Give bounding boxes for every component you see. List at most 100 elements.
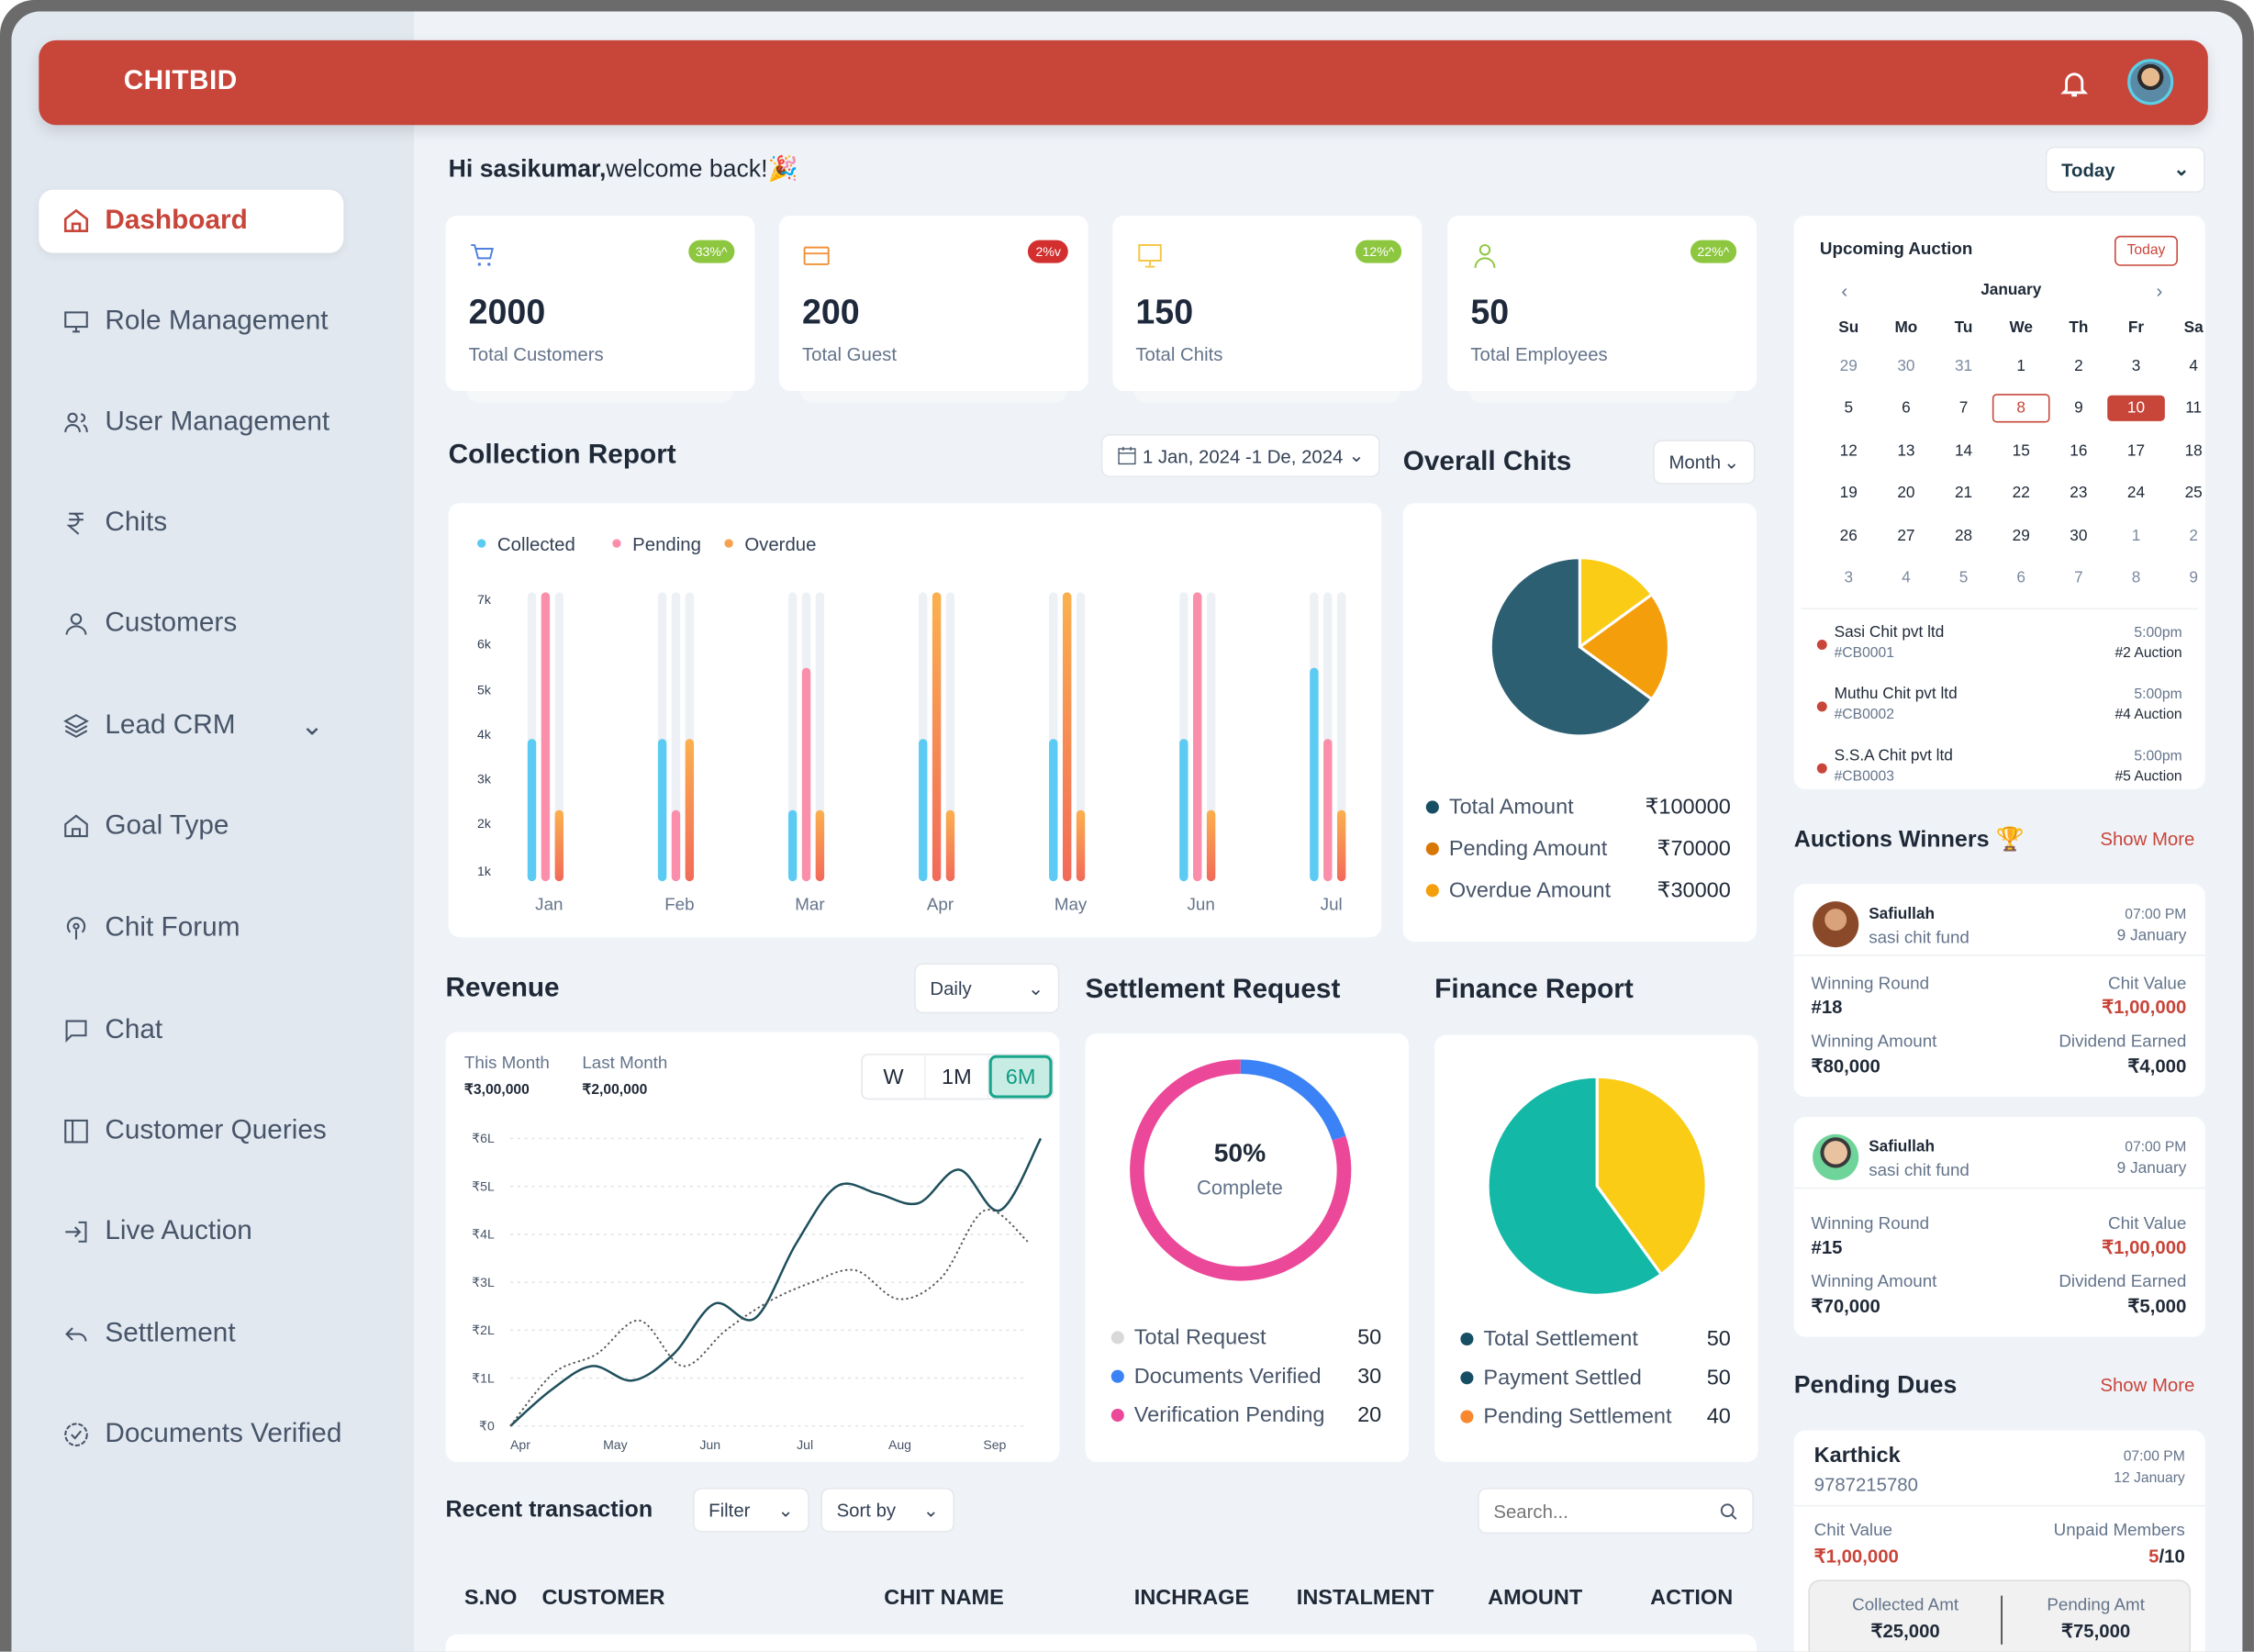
sidebar-item-role-management[interactable]: Role Management xyxy=(39,290,343,353)
date-range-picker[interactable]: 1 Jan, 2024 -1 De, 2024 ⌄ xyxy=(1100,434,1380,478)
slice-1[interactable] xyxy=(1577,592,1670,702)
sidebar-item-customers[interactable]: Customers xyxy=(39,592,343,655)
calendar-day[interactable]: 5 xyxy=(1935,557,1992,599)
overall-period-select[interactable]: Month ⌄ xyxy=(1653,440,1756,485)
calendar-day[interactable]: 2 xyxy=(2050,345,2108,387)
calendar-day[interactable]: 9 xyxy=(2165,557,2223,599)
calendar-day[interactable]: 21 xyxy=(1935,473,1992,515)
winner-card[interactable]: Safiullah sasi chit fund 07:00 PM 9 January… xyxy=(1793,884,2205,1098)
column-header[interactable]: INCHRAGE xyxy=(1133,1585,1250,1611)
filter-dropdown[interactable]: Filter ⌄ xyxy=(692,1488,809,1533)
calendar-day[interactable]: 4 xyxy=(1878,557,1936,599)
calendar-day[interactable]: 29 xyxy=(1992,515,2050,557)
column-header[interactable]: CUSTOMER xyxy=(541,1585,665,1611)
calendar-day[interactable]: 9 xyxy=(2050,387,2108,430)
auction-item[interactable]: S.S.A Chit pvt ltd #CB0003 5:00pm #5 Auctio… xyxy=(1808,744,2191,802)
slice-1[interactable] xyxy=(1486,1075,1664,1297)
calendar-day[interactable]: 5 xyxy=(1820,387,1878,430)
winners-show-more[interactable]: Show More xyxy=(2100,828,2195,850)
search-icon[interactable] xyxy=(1719,1501,1737,1520)
calendar-day[interactable]: 7 xyxy=(1935,387,1992,430)
calendar-day[interactable]: 18 xyxy=(2165,430,2223,472)
bar-pending-jan[interactable] xyxy=(541,592,551,882)
bar-pending-jul[interactable] xyxy=(1323,739,1333,882)
slice-2[interactable] xyxy=(1489,556,1655,738)
slice-0[interactable] xyxy=(1240,1059,1346,1141)
prev-month-icon[interactable]: ‹ xyxy=(1841,280,1848,302)
calendar-day[interactable]: 4 xyxy=(2165,345,2223,387)
bar-collected-jan[interactable] xyxy=(527,739,537,882)
bar-pending-jun[interactable] xyxy=(1193,592,1202,882)
bar-collected-apr[interactable] xyxy=(919,739,928,882)
calendar-day[interactable]: 24 xyxy=(2107,473,2165,515)
calendar-day[interactable]: 17 xyxy=(2107,430,2165,472)
revenue-period-select[interactable]: Daily ⌄ xyxy=(914,963,1060,1014)
bar-collected-mar[interactable] xyxy=(787,809,798,882)
calendar-day[interactable]: 1 xyxy=(2107,515,2165,557)
calendar-day[interactable]: 30 xyxy=(2050,515,2108,557)
calendar-day[interactable]: 2 xyxy=(2165,515,2223,557)
bar-collected-may[interactable] xyxy=(1049,739,1058,882)
bar-pending-may[interactable] xyxy=(1062,592,1072,882)
column-header[interactable]: S.NO xyxy=(463,1585,518,1611)
calendar-day[interactable]: 8 xyxy=(1992,387,2050,430)
sidebar-item-live-auction[interactable]: Live Auction xyxy=(39,1200,343,1264)
calendar-day[interactable]: 26 xyxy=(1820,515,1878,557)
bar-overdue-may[interactable] xyxy=(1076,809,1086,882)
sidebar-item-chits[interactable]: Chits xyxy=(39,492,343,555)
range-w[interactable]: W xyxy=(863,1055,926,1099)
calendar-day[interactable]: 3 xyxy=(1820,557,1878,599)
bar-overdue-feb[interactable] xyxy=(685,739,695,882)
bar-pending-feb[interactable] xyxy=(671,809,681,882)
bar-collected-feb[interactable] xyxy=(657,739,667,882)
sidebar-item-chat[interactable]: Chat xyxy=(39,999,343,1063)
range-6m[interactable]: 6M xyxy=(988,1055,1053,1099)
bar-overdue-jul[interactable] xyxy=(1336,809,1346,882)
slice-0[interactable] xyxy=(1578,556,1655,650)
sidebar-item-user-management[interactable]: User Management xyxy=(39,391,343,454)
calendar-day[interactable]: 6 xyxy=(1878,387,1936,430)
winner-card[interactable]: Safiullah sasi chit fund 07:00 PM 9 January… xyxy=(1793,1117,2205,1337)
sidebar-item-documents-verified[interactable]: Documents Verified xyxy=(39,1403,343,1467)
stat-card-total-employees[interactable]: 22%^ 50 Total Employees xyxy=(1447,215,1757,392)
pending-due-card[interactable]: Karthick 9787215780 07:00 PM 12 January … xyxy=(1793,1430,2205,1652)
sidebar-item-dashboard[interactable]: Dashboard xyxy=(39,189,344,253)
bar-pending-apr[interactable] xyxy=(932,592,942,882)
range-1m[interactable]: 1M xyxy=(926,1055,989,1099)
bell-icon[interactable] xyxy=(2059,66,2090,101)
sort-dropdown[interactable]: Sort by ⌄ xyxy=(820,1488,955,1533)
calendar-day[interactable]: 8 xyxy=(2107,557,2165,599)
calendar-day[interactable]: 30 xyxy=(1878,345,1936,387)
bar-collected-jun[interactable] xyxy=(1179,739,1188,882)
calendar-day[interactable]: 20 xyxy=(1878,473,1936,515)
search-input[interactable] xyxy=(1493,1500,1710,1522)
next-month-icon[interactable]: › xyxy=(2156,280,2163,302)
calendar-day[interactable]: 25 xyxy=(2165,473,2223,515)
column-header[interactable]: AMOUNT xyxy=(1488,1585,1583,1611)
today-button[interactable]: Today xyxy=(2115,235,2178,266)
slice-0[interactable] xyxy=(1595,1075,1708,1277)
stat-card-total-chits[interactable]: 12%^ 150 Total Chits xyxy=(1112,215,1423,392)
calendar-day[interactable]: 14 xyxy=(1935,430,1992,472)
calendar-day[interactable]: 12 xyxy=(1820,430,1878,472)
calendar-day[interactable]: 11 xyxy=(2165,387,2223,430)
calendar-day[interactable]: 7 xyxy=(2050,557,2108,599)
calendar-day[interactable]: 13 xyxy=(1878,430,1936,472)
calendar-day[interactable]: 28 xyxy=(1935,515,1992,557)
column-header[interactable]: CHIT NAME xyxy=(884,1585,1004,1611)
bar-overdue-mar[interactable] xyxy=(815,809,825,882)
calendar-day[interactable]: 19 xyxy=(1820,473,1878,515)
auction-item[interactable]: Sasi Chit pvt ltd #CB0001 5:00pm #2 Auction xyxy=(1808,621,2191,679)
calendar-day[interactable]: 22 xyxy=(1992,473,2050,515)
calendar-day[interactable]: 6 xyxy=(1992,557,2050,599)
chevron-down-icon[interactable]: ⌄ xyxy=(300,710,324,742)
search-field[interactable] xyxy=(1478,1488,1754,1535)
calendar-day[interactable]: 16 xyxy=(2050,430,2108,472)
stat-card-total-customers[interactable]: 33%^ 2000 Total Customers xyxy=(445,215,755,392)
sidebar-item-lead-crm[interactable]: Lead CRM ⌄ xyxy=(39,695,343,758)
calendar-day[interactable]: 10 xyxy=(2107,387,2165,430)
sidebar-item-settlement[interactable]: Settlement xyxy=(39,1302,343,1366)
auction-item[interactable]: Muthu Chit pvt ltd #CB0002 5:00pm #4 Auctio… xyxy=(1808,683,2191,741)
dues-show-more[interactable]: Show More xyxy=(2100,1374,2195,1396)
sidebar-item-chit-forum[interactable]: Chit Forum xyxy=(39,897,343,960)
